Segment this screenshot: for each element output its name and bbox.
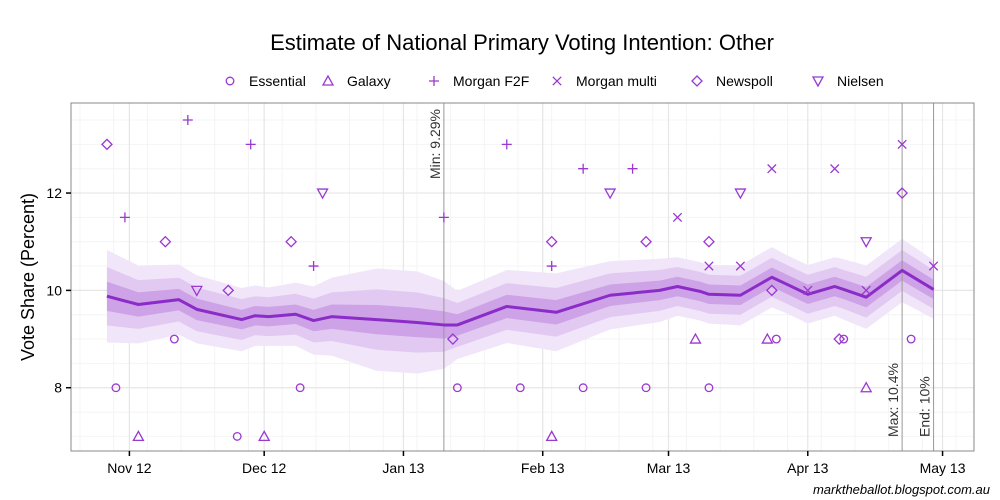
poll-points [101,115,939,442]
plot-panel: Min: 9.29% Max: 10.4% End: 10% [70,102,975,452]
poll-point-morgan-f2f [245,139,256,150]
grid-minor [71,103,974,451]
legend-label: Nielsen [837,73,884,89]
legend-item-morgan-multi: Morgan multi [552,73,657,89]
annotation-label: Max: 10.4% [885,363,901,437]
poll-point-galaxy [761,332,774,344]
triangle-down-icon [811,76,825,88]
poll-point-newspoll [446,333,459,345]
poll-point-morgan-multi [897,139,907,150]
poll-point-morgan-multi [928,261,939,271]
legend-item-essential: Essential [225,73,306,89]
poll-point-newspoll [159,235,172,248]
poll-point-galaxy [258,430,271,442]
poll-point-morgan-multi [861,285,871,296]
poll-point-newspoll [285,235,298,248]
trend-line-group [106,268,935,327]
poll-point-newspoll [765,284,778,297]
poll-point-newspoll [101,138,113,151]
poll-point-newspoll [833,333,846,345]
chart-title: Estimate of National Primary Voting Inte… [270,30,774,55]
legend-label: Morgan multi [576,73,657,89]
x-axis: Nov 12 Dec 12 Jan 13 Feb 13 Mar 13 Apr 13 May … [107,451,966,476]
poll-point-essential [771,334,781,344]
poll-point-morgan-multi [735,261,746,271]
legend-item-morgan-f2f: Morgan F2F [429,73,529,89]
legend: Essential Galaxy Morgan F2F Morgan multi New… [225,73,884,89]
poll-point-morgan-f2f [627,163,638,174]
legend-item-newspoll: Newspoll [691,73,773,89]
poll-point-galaxy [689,332,702,344]
annotation-label: Min: 9.29% [427,109,443,179]
diamond-icon [691,75,703,87]
poll-point-essential [169,334,179,344]
poll-point-essential [641,383,651,393]
poll-point-newspoll [896,187,909,199]
poll-point-morgan-f2f [501,139,512,150]
legend-label: Morgan F2F [453,73,529,89]
y-tick-label: 12 [46,185,62,201]
poll-point-galaxy [545,430,558,442]
poll-point-essential [839,334,849,344]
poll-point-essential [295,383,305,393]
cross-icon [552,76,562,86]
annotation-label: End: 10% [917,376,933,437]
legend-item-galaxy: Galaxy [321,73,391,89]
poll-point-morgan-multi [803,285,813,296]
poll-point-essential [232,431,242,441]
poll-point-morgan-f2f [119,212,130,223]
poll-point-morgan-multi [767,164,777,174]
triangle-up-icon [321,74,335,86]
plus-icon [429,76,439,86]
legend-label: Galaxy [347,73,391,89]
x-tick-label: Nov 12 [107,460,152,476]
poll-point-essential [111,383,121,393]
x-tick-label: May 13 [920,460,966,476]
legend-item-nielsen: Nielsen [811,73,884,89]
poll-point-morgan-f2f [438,212,449,223]
x-tick-label: Jan 13 [382,460,424,476]
poll-point-newspoll [222,284,235,297]
plot-border [70,102,975,452]
poll-point-nielsen [603,188,617,200]
circle-icon [225,76,235,86]
poll-point-morgan-multi [704,261,714,271]
poll-point-newspoll [703,235,715,248]
poll-point-galaxy [860,381,873,393]
y-axis: 8 10 12 [46,185,71,396]
credit-text: marktheballot.blogspot.com.au [813,482,990,497]
poll-point-newspoll [545,235,558,248]
poll-point-nielsen [734,188,747,200]
poll-point-nielsen [316,188,329,200]
y-tick-label: 8 [54,380,62,396]
poll-point-morgan-multi [672,212,683,223]
x-tick-label: Apr 13 [787,460,828,476]
poll-point-essential [578,383,588,393]
poll-point-essential [515,383,525,393]
poll-point-morgan-f2f [578,163,589,174]
legend-label: Newspoll [716,73,773,89]
x-tick-label: Feb 13 [521,460,565,476]
y-axis-title: Vote Share (Percent) [18,193,38,361]
poll-point-essential [704,383,714,393]
poll-point-morgan-f2f [546,261,557,272]
y-tick-label: 10 [46,282,62,298]
reference-lines: Min: 9.29% Max: 10.4% End: 10% [427,103,935,451]
poll-point-essential [906,334,916,344]
trend-line [106,268,935,327]
poll-point-galaxy [132,430,145,442]
poll-point-morgan-f2f [308,261,319,272]
poll-point-morgan-f2f [182,115,193,126]
poll-point-nielsen [190,285,203,297]
x-tick-label: Mar 13 [647,460,691,476]
poll-point-morgan-multi [830,164,840,174]
x-tick-label: Dec 12 [242,460,287,476]
poll-point-essential [452,383,462,393]
poll-point-newspoll [640,235,652,248]
poll-point-nielsen [860,237,873,249]
legend-label: Essential [249,73,306,89]
